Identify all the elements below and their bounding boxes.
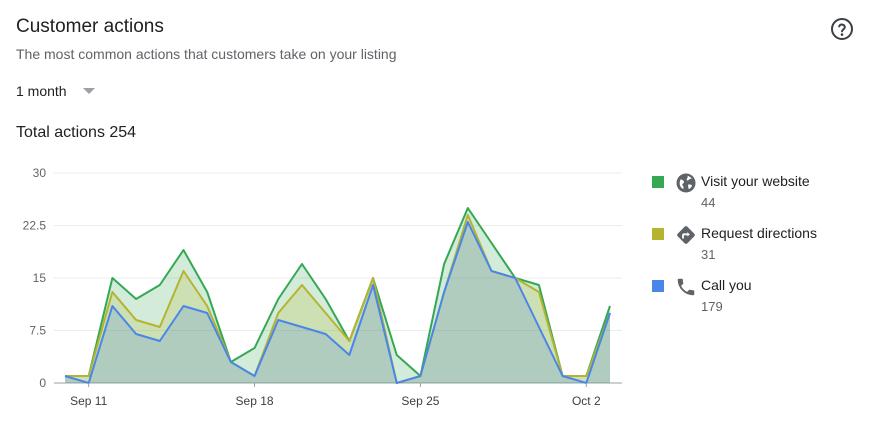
legend-swatch-call: [652, 280, 664, 292]
area-fills: [65, 208, 610, 383]
phone-icon: [677, 278, 695, 296]
period-dropdown[interactable]: 1 month: [16, 83, 95, 99]
series-line-call-you: [64, 221, 611, 384]
help-circle-icon[interactable]: [830, 17, 854, 41]
page-subtitle: The most common actions that customers t…: [16, 46, 397, 62]
y-tick-label: 30: [33, 166, 47, 180]
y-tick-labels: 0 7.5 15 22.5 30: [23, 166, 47, 390]
customer-actions-chart: 0 7.5 15 22.5 30 Sep 11 Sep 18 Sep 25 Oct 2: [23, 166, 622, 408]
legend-label-directions: Request directions: [701, 225, 817, 241]
x-tick-label: Oct 2: [572, 394, 601, 408]
series-lines: [64, 207, 611, 384]
y-tick-label: 0: [39, 376, 46, 390]
legend-label-call: Call you: [701, 277, 752, 293]
legend-count-call: 179: [701, 299, 723, 314]
period-selected-value: 1 month: [16, 83, 67, 99]
series-line-visit-your-website: [65, 207, 611, 377]
y-tick-label: 22.5: [23, 219, 47, 233]
legend-label-website: Visit your website: [701, 173, 810, 189]
chevron-down-icon: [82, 88, 95, 94]
legend-count-directions: 31: [701, 247, 716, 262]
y-tick-label: 15: [33, 271, 47, 285]
legend-swatch-website: [652, 176, 664, 188]
area-call-you: [65, 222, 610, 383]
x-tick-labels: Sep 11 Sep 18 Sep 25 Oct 2: [70, 383, 601, 408]
area-visit-your-website: [65, 208, 610, 383]
legend-swatch-directions: [652, 228, 664, 240]
x-tick-label: Sep 25: [401, 394, 439, 408]
area-request-directions: [65, 215, 610, 383]
legend-count-website: 44: [701, 195, 716, 210]
y-tick-label: 7.5: [29, 324, 46, 338]
total-actions: Total actions 254: [16, 124, 137, 141]
series-line-request-directions: [65, 214, 611, 384]
globe-icon: [676, 173, 696, 193]
page-title: Customer actions: [16, 16, 164, 37]
directions-icon: [677, 226, 695, 244]
x-tick-label: Sep 11: [70, 394, 107, 408]
x-tick-label: Sep 18: [236, 394, 274, 408]
grid-lines: [54, 172, 622, 384]
